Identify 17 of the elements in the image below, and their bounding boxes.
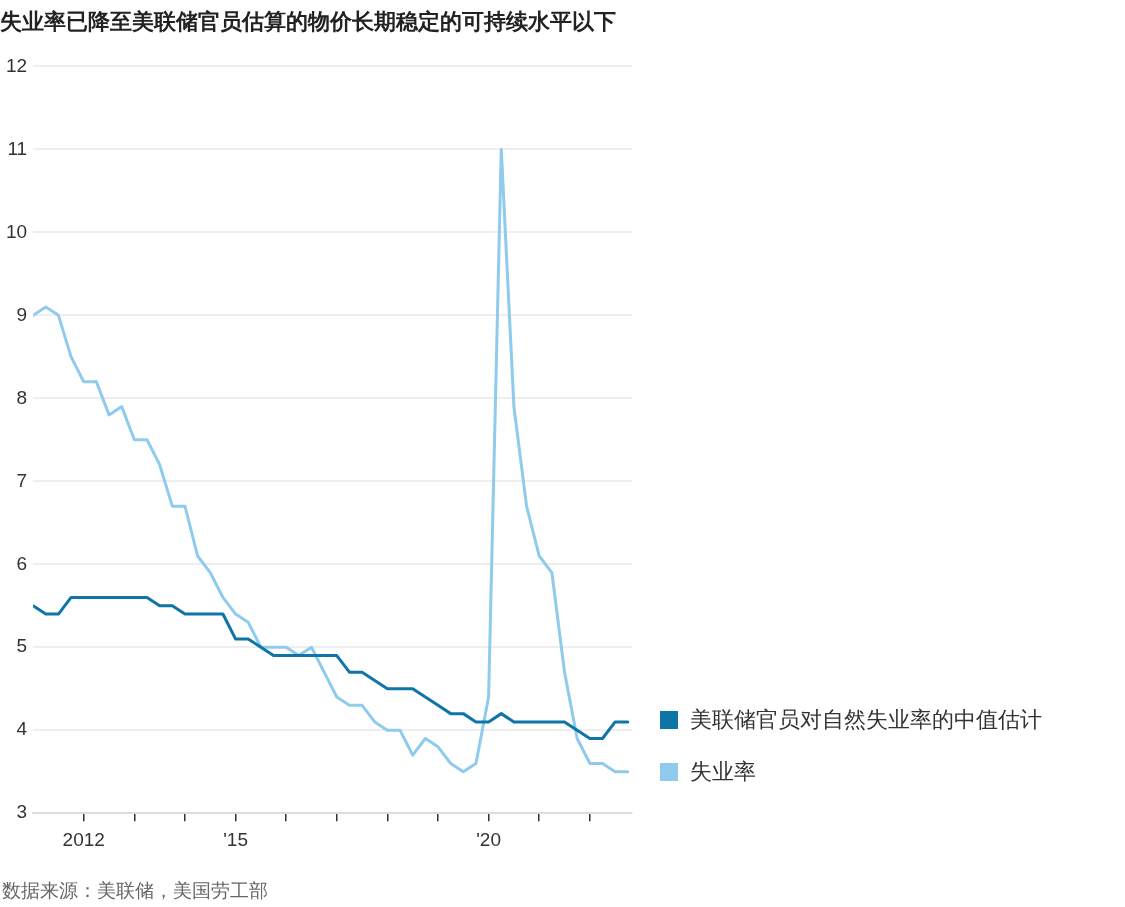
chart-title: 失业率已降至美联储官员估算的物价长期稳定的可持续水平以下: [0, 9, 616, 35]
x-tick-label: '15: [223, 828, 248, 850]
y-tick-label: 6: [16, 552, 28, 574]
y-tick-label: 5: [16, 635, 28, 657]
legend-label: 美联储官员对自然失业率的中值估计: [690, 706, 1042, 734]
y-tick-label: 10: [5, 220, 28, 242]
x-tick-label: 2012: [62, 828, 105, 850]
source-note: 数据来源：美联储，美国劳工部: [2, 879, 268, 903]
y-tick-label: 11: [7, 137, 28, 159]
x-tick-label: '20: [476, 828, 501, 850]
y-tick-label: 3: [16, 801, 28, 823]
y-tick-label: 8: [16, 386, 28, 408]
y-tick-label: 9: [16, 303, 28, 325]
y-tick-label: 12: [5, 54, 28, 76]
y-tick-label: 7: [16, 469, 28, 491]
legend-label: 失业率: [690, 758, 756, 786]
y-tick-label: 4: [16, 718, 28, 740]
